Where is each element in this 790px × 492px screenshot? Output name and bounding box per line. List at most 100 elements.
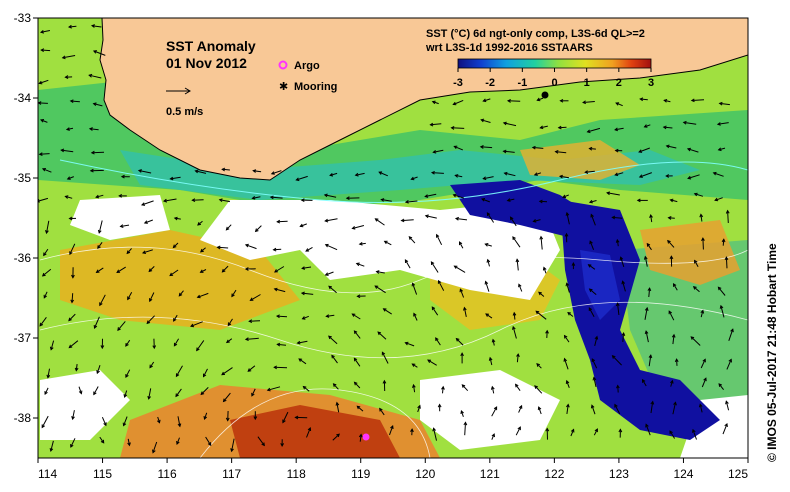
current-vector	[267, 386, 281, 391]
mooring-legend-label: Mooring	[294, 81, 337, 93]
current-vector-head	[463, 306, 467, 311]
current-vector	[252, 196, 261, 199]
current-vector-head	[266, 387, 271, 392]
current-vector-head	[351, 313, 356, 317]
current-vector-head	[615, 238, 620, 243]
current-vector-head	[692, 285, 697, 290]
current-vector-head	[355, 262, 360, 267]
current-vector	[694, 193, 704, 197]
current-vector-head	[646, 242, 651, 247]
current-vector	[594, 336, 598, 347]
current-vector-layer	[38, 24, 734, 454]
current-vector	[454, 265, 466, 273]
current-vector	[190, 321, 203, 327]
current-vector-head	[645, 423, 649, 428]
current-vector-head	[463, 421, 468, 426]
current-vector-head	[148, 268, 153, 273]
current-vector-head	[665, 144, 670, 149]
current-vector	[687, 174, 700, 179]
current-vector	[175, 388, 182, 397]
current-vector	[148, 266, 155, 272]
current-vector-head	[588, 146, 593, 151]
current-vector-head	[45, 230, 49, 235]
current-vector-head	[636, 198, 641, 203]
current-vector-head	[531, 145, 536, 150]
current-vector	[642, 379, 647, 387]
current-vector-head	[244, 243, 249, 248]
current-vector	[231, 289, 237, 297]
current-vector	[169, 269, 179, 276]
current-vector	[559, 175, 569, 179]
current-vector-head	[693, 192, 698, 197]
current-vector	[690, 336, 701, 346]
current-vector	[95, 194, 104, 198]
current-vector-head	[207, 442, 212, 447]
current-vector	[124, 390, 128, 398]
current-vector-head	[719, 304, 724, 309]
contour-line-3	[199, 388, 431, 458]
current-vector	[413, 313, 418, 321]
contour-line-4	[59, 159, 748, 203]
current-vector	[251, 388, 256, 397]
current-vector	[178, 290, 184, 297]
current-vector-head	[335, 401, 340, 406]
current-vector	[570, 429, 575, 437]
current-vector	[255, 225, 262, 232]
current-vector	[325, 271, 334, 276]
current-vector	[640, 98, 648, 101]
current-vector	[72, 410, 75, 420]
current-vector-head	[374, 218, 379, 222]
current-vector-head	[730, 328, 734, 333]
current-vector	[356, 405, 364, 412]
current-vector	[384, 240, 392, 246]
current-vector-head	[614, 127, 619, 132]
current-vector	[253, 170, 262, 173]
current-vector-head	[88, 73, 93, 78]
current-vector	[430, 261, 439, 273]
lat-tick-label: -37	[14, 331, 32, 345]
current-vector	[463, 307, 467, 318]
current-vector-head	[484, 280, 489, 285]
current-vector	[301, 292, 314, 295]
current-vector-head	[557, 125, 562, 130]
current-vector-head	[714, 197, 719, 202]
current-vector-head	[95, 194, 100, 199]
current-vector-head	[509, 216, 514, 221]
current-vector	[70, 438, 76, 448]
current-vector	[196, 340, 205, 351]
current-vector-head	[100, 439, 105, 444]
current-vector	[170, 176, 181, 180]
current-vector-head	[68, 216, 73, 221]
current-vector	[480, 146, 493, 149]
current-vector	[175, 365, 183, 377]
current-vector-head	[275, 314, 280, 319]
current-vector-head	[641, 378, 646, 383]
lon-tick-label: 124	[673, 467, 693, 481]
current-vector-head	[437, 403, 442, 408]
current-vector-head	[567, 311, 571, 316]
current-vector	[39, 79, 49, 84]
current-vector	[512, 236, 521, 248]
current-vector	[645, 330, 649, 343]
current-vector-head	[356, 294, 361, 299]
map-plot-area	[38, 18, 748, 458]
current-vector	[250, 294, 261, 301]
current-vector	[354, 330, 361, 339]
current-vector	[38, 102, 48, 104]
current-vector-head	[353, 357, 358, 362]
current-vector-head	[502, 121, 507, 126]
current-vector-head	[125, 374, 129, 379]
current-vector-head	[358, 433, 363, 438]
lat-tick-label: -33	[14, 11, 32, 25]
current-vector	[650, 401, 654, 414]
current-vector-head	[586, 129, 591, 134]
current-vector	[93, 50, 106, 56]
current-vector	[459, 289, 465, 298]
current-vector-head	[427, 359, 432, 363]
current-vector-head	[103, 422, 107, 427]
current-vector-head	[400, 218, 405, 223]
current-vector-head	[606, 191, 611, 196]
current-vector-head	[227, 322, 232, 327]
current-vector-head	[261, 442, 265, 447]
